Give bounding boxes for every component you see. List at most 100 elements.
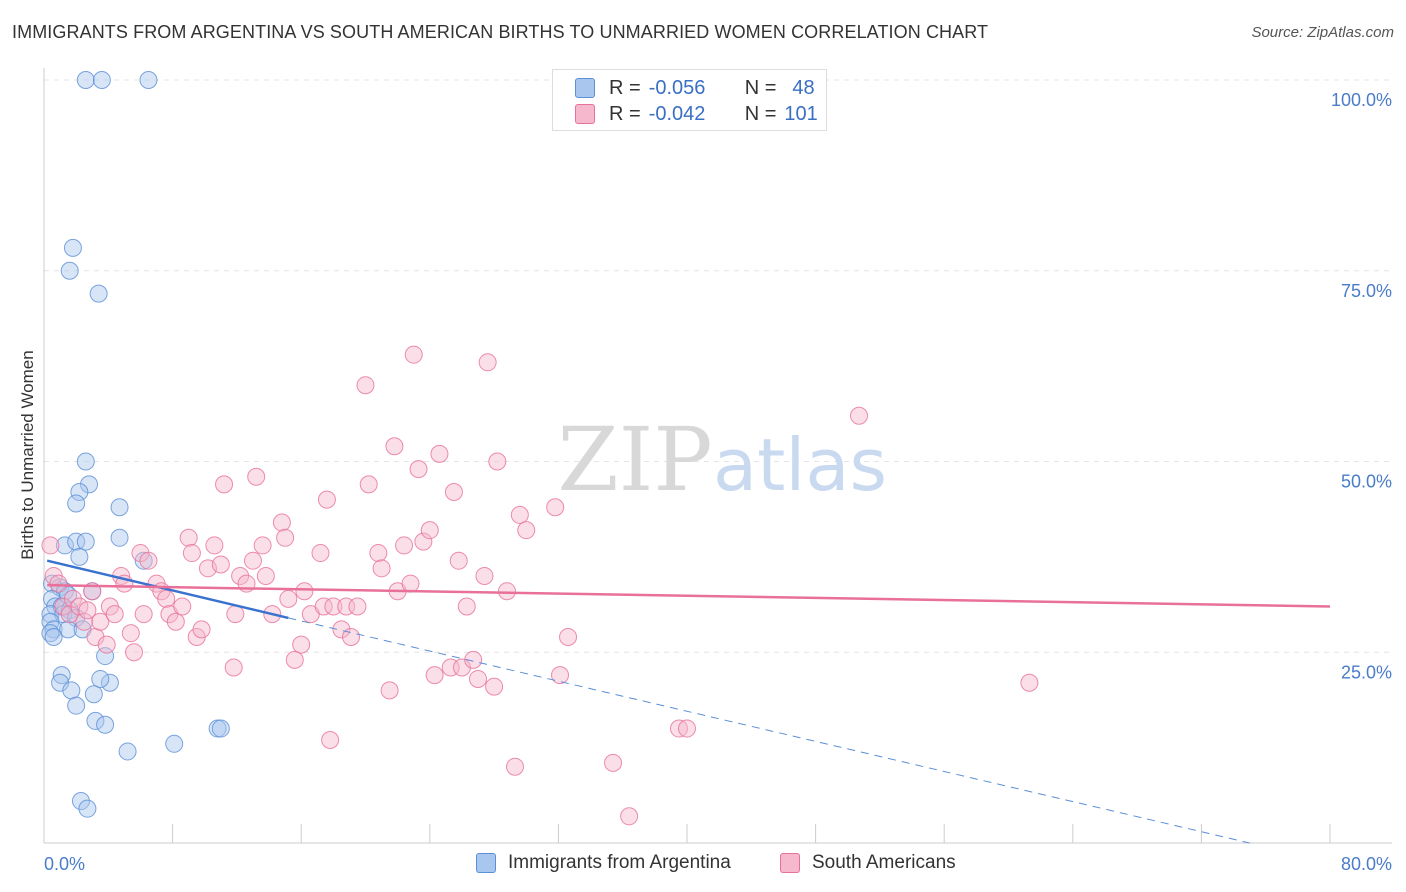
point-south-americans [620,807,639,826]
point-south-americans [60,605,79,624]
legend-swatch-pink [780,853,800,873]
point-argentina [76,452,95,471]
point-south-americans [54,597,73,616]
point-south-americans [49,574,68,593]
point-south-americans [317,490,336,509]
series-legend: Immigrants from Argentina South American… [0,852,1406,878]
point-argentina [110,498,129,517]
point-south-americans [91,612,110,631]
point-south-americans [231,566,250,585]
legend-label: Immigrants from Argentina [508,852,731,873]
point-south-americans [182,544,201,563]
point-south-americans [510,505,529,524]
point-south-americans [75,612,94,631]
tick-labels: 25.0% 50.0% 75.0% 100.0% 0.0% 80.0% [44,90,1392,874]
point-south-americans [414,532,433,551]
point-south-americans [332,620,351,639]
point-argentina [59,620,78,639]
point-south-americans [551,666,570,685]
point-argentina [84,685,103,704]
point-south-americans [226,605,245,624]
point-south-americans [179,528,198,547]
n-value: 101 [784,102,818,125]
point-argentina [118,742,137,761]
point-argentina [60,261,79,280]
point-south-americans [401,574,420,593]
point-south-americans [134,605,153,624]
r-label: R = [609,76,641,99]
x-tick-label: 80.0% [1341,854,1392,874]
point-south-americans [505,757,524,776]
legend-item-south-americans[interactable]: South Americans [780,852,956,874]
trend-argentina [46,559,289,620]
point-south-americans [97,635,116,654]
point-south-americans [139,551,158,570]
point-south-americans [517,521,536,540]
point-south-americans [342,627,361,646]
point-argentina [71,792,90,811]
y-tick-label: 75.0% [1341,281,1392,301]
point-south-americans [449,551,468,570]
point-argentina [96,647,115,666]
point-south-americans [314,597,333,616]
point-argentina [76,532,95,551]
point-south-americans [457,597,476,616]
point-south-americans [488,452,507,471]
axes [43,68,1392,844]
point-south-americans [247,467,266,486]
point-argentina [70,547,89,566]
point-south-americans [369,544,388,563]
n-label: N = [744,102,777,125]
point-south-americans [356,376,375,395]
point-south-americans [256,566,275,585]
legend-row-argentina: R = -0.056 N = 48 [575,76,815,100]
y-tick-label: 25.0% [1341,662,1392,682]
point-south-americans [430,444,449,463]
point-argentina [78,799,97,818]
point-south-americans [850,406,869,425]
legend-swatch-blue [476,853,496,873]
point-south-americans [380,681,399,700]
point-argentina [67,494,86,513]
series-argentina-points [41,71,230,818]
point-south-americans [125,643,144,662]
point-argentina [92,71,111,89]
point-south-americans [272,513,291,532]
point-argentina [96,715,115,734]
point-south-americans [276,528,295,547]
n-label: N = [744,76,777,99]
point-south-americans [485,677,504,696]
point-south-americans [559,627,578,646]
trend-south-americans [47,583,1331,608]
point-argentina [76,71,95,89]
point-south-americans [173,597,192,616]
r-value: -0.042 [648,102,706,125]
point-south-americans [469,669,488,688]
point-south-americans [348,597,367,616]
point-argentina [165,734,184,753]
point-south-americans [372,559,391,578]
point-argentina [44,627,63,646]
point-south-americans [121,624,140,643]
source-credit: Source: ZipAtlas.com [1251,24,1394,41]
gridlines [44,79,1392,653]
point-argentina [67,532,86,551]
point-south-americans [253,536,272,555]
point-south-americans [292,635,311,654]
point-argentina [110,528,129,547]
legend-row-south-americans: R = -0.042 N = 101 [575,102,818,126]
point-south-americans [192,620,211,639]
point-argentina [70,483,89,502]
legend-item-argentina[interactable]: Immigrants from Argentina [476,852,731,874]
point-south-americans [404,345,423,364]
point-south-americans [105,605,124,624]
point-south-americans [395,536,414,555]
y-tick-label: 100.0% [1331,90,1392,110]
point-south-americans [359,475,378,494]
legend-swatch-blue [575,78,595,98]
point-south-americans [157,589,176,608]
watermark-atlas: atlas [713,423,887,507]
point-south-americans [78,601,97,620]
point-south-americans [409,460,428,479]
n-value: 48 [792,76,815,99]
